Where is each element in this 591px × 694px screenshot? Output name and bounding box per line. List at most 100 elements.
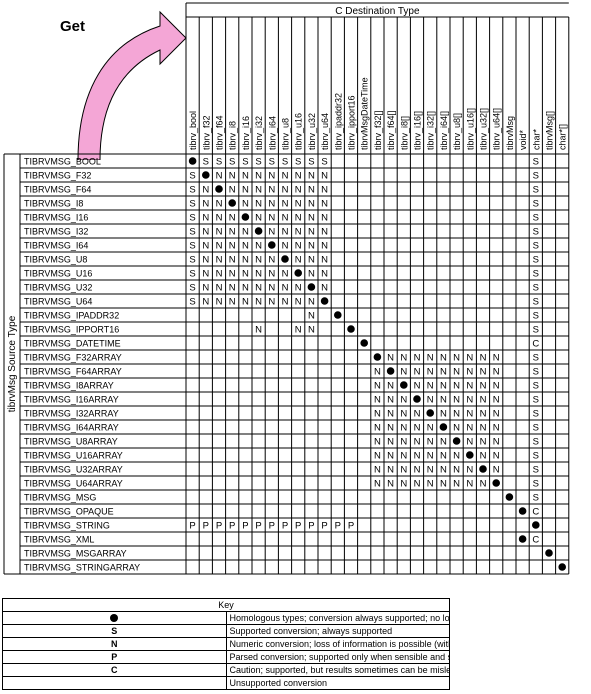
- cell-value: N: [202, 199, 209, 210]
- cell-value: N: [427, 423, 434, 434]
- cell-value: P: [335, 521, 341, 532]
- column-header: tibrv_f32: [201, 115, 211, 150]
- cell-value: N: [255, 269, 262, 280]
- homologous-dot: [413, 395, 421, 403]
- cell-value: N: [216, 297, 223, 308]
- cell-value: N: [308, 241, 315, 252]
- cell-value: N: [321, 241, 328, 252]
- row-label: TIBRVMSG_IPADDR32: [24, 311, 119, 321]
- homologous-dot: [294, 269, 303, 277]
- cell-value: N: [414, 381, 421, 392]
- key-symbol: C: [2, 663, 227, 677]
- cell-value: N: [282, 185, 289, 196]
- cell-value: N: [242, 185, 249, 196]
- row-label: TIBRVMSG_I32ARRAY: [24, 409, 119, 419]
- cell-value: N: [400, 451, 407, 462]
- column-header: tibrv_u64: [320, 113, 330, 150]
- cell-value: N: [400, 437, 407, 448]
- cell-value: S: [189, 171, 195, 182]
- cell-value: N: [295, 171, 302, 182]
- cell-value: N: [466, 395, 473, 406]
- cell-value: N: [308, 311, 315, 322]
- cell-value: N: [202, 283, 209, 294]
- cell-value: N: [308, 227, 315, 238]
- cell-value: P: [255, 521, 261, 532]
- cell-value: S: [533, 255, 539, 266]
- key-title: Key: [2, 598, 450, 612]
- homologous-dot: [307, 283, 316, 291]
- column-header: tibrvMsgDateTime: [360, 77, 370, 150]
- cell-value: N: [374, 423, 381, 434]
- cell-value: N: [414, 479, 421, 490]
- column-header: tibrv_i64[]: [439, 111, 449, 150]
- cell-value: S: [533, 213, 539, 224]
- cell-value: N: [453, 395, 460, 406]
- cell-value: N: [427, 353, 434, 364]
- column-header: tibrvMsg[]: [545, 111, 555, 150]
- homologous-dot: [439, 423, 448, 431]
- cell-value: N: [387, 381, 394, 392]
- column-header: tibrv_u8[]: [452, 113, 462, 150]
- cell-value: N: [387, 353, 394, 364]
- homologous-dot: [518, 507, 527, 515]
- cell-value: N: [202, 255, 209, 266]
- cell-value: N: [466, 381, 473, 392]
- cell-value: N: [414, 465, 421, 476]
- cell-value: S: [533, 311, 539, 322]
- cell-value: N: [229, 227, 236, 238]
- cell-value: P: [203, 521, 209, 532]
- row-label: TIBRVMSG_OPAQUE: [24, 507, 114, 517]
- cell-value: N: [374, 409, 381, 420]
- cell-value: N: [255, 325, 262, 336]
- column-header: tibrv_u64[]: [492, 108, 502, 150]
- dest-header-label: C Destination Type: [335, 6, 420, 17]
- column-header: tibrv_bool: [188, 111, 198, 150]
- cell-value: N: [321, 269, 328, 280]
- cell-value: N: [493, 423, 500, 434]
- cell-value: N: [466, 479, 473, 490]
- cell-value: N: [440, 437, 447, 448]
- homologous-dot: [215, 185, 223, 193]
- cell-value: C: [532, 339, 539, 350]
- cell-value: N: [400, 423, 407, 434]
- source-header-label: tibrvMsg Source Type: [7, 315, 18, 412]
- cell-value: P: [282, 521, 288, 532]
- cell-value: P: [348, 521, 354, 532]
- cell-value: N: [480, 479, 487, 490]
- cell-value: N: [427, 451, 434, 462]
- cell-value: N: [400, 409, 407, 420]
- cell-value: S: [533, 437, 539, 448]
- cell-value: N: [400, 395, 407, 406]
- cell-value: S: [533, 451, 539, 462]
- cell-value: P: [269, 521, 275, 532]
- cell-value: N: [493, 353, 500, 364]
- cell-value: N: [229, 213, 236, 224]
- key-table: Key Homologous types; conversion always …: [2, 598, 450, 690]
- cell-value: N: [282, 227, 289, 238]
- cell-value: N: [216, 227, 223, 238]
- cell-value: N: [216, 199, 223, 210]
- cell-value: N: [295, 199, 302, 210]
- cell-value: N: [321, 213, 328, 224]
- cell-value: N: [321, 185, 328, 196]
- cell-value: N: [453, 409, 460, 420]
- cell-value: N: [255, 241, 262, 252]
- cell-value: N: [387, 395, 394, 406]
- key-description: Numeric conversion; loss of information …: [225, 637, 450, 651]
- row-label: TIBRVMSG_U8: [24, 255, 87, 265]
- cell-value: N: [321, 171, 328, 182]
- cell-value: S: [533, 381, 539, 392]
- cell-value: N: [400, 465, 407, 476]
- cell-value: N: [414, 451, 421, 462]
- cell-value: N: [374, 465, 381, 476]
- cell-value: N: [242, 171, 249, 182]
- cell-value: N: [427, 367, 434, 378]
- cell-value: S: [295, 157, 301, 168]
- cell-value: S: [189, 297, 195, 308]
- row-label: TIBRVMSG_I8ARRAY: [24, 381, 114, 391]
- cell-value: N: [202, 241, 209, 252]
- cell-value: N: [480, 353, 487, 364]
- cell-value: N: [453, 479, 460, 490]
- cell-value: N: [268, 297, 275, 308]
